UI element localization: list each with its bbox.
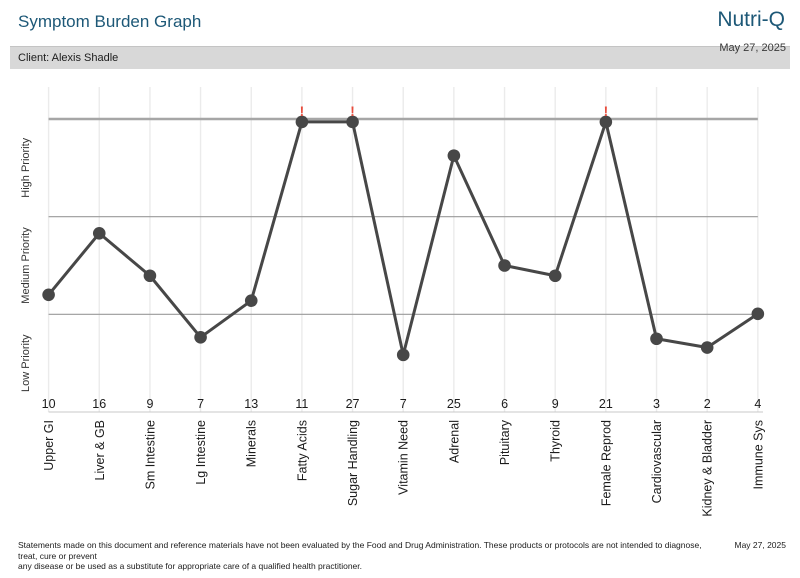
category-label: Female Reprod xyxy=(599,420,613,506)
score-label: 6 xyxy=(501,397,508,411)
data-point xyxy=(396,348,410,362)
score-label: 10 xyxy=(42,397,56,411)
data-point xyxy=(498,259,511,272)
data-point xyxy=(295,115,309,129)
data-point xyxy=(194,330,207,344)
y-band-label: High Priority xyxy=(20,137,32,197)
y-band-label: Low Priority xyxy=(20,334,32,392)
category-label: Sugar Handling xyxy=(346,420,360,506)
disclaimer-line: Statements made on this document and ref… xyxy=(18,540,702,561)
data-point xyxy=(700,341,714,354)
category-label: Vitamin Need xyxy=(397,420,411,495)
disclaimer-line: any disease or be used as a substitute f… xyxy=(18,561,362,571)
disclaimer: Statements made on this document and ref… xyxy=(18,540,718,572)
category-label: Pituitary xyxy=(498,419,512,465)
score-label: 16 xyxy=(92,397,106,411)
footer-date: May 27, 2025 xyxy=(734,540,786,550)
category-label: Lg Intestine xyxy=(194,420,208,485)
data-point xyxy=(346,115,359,129)
score-label: 3 xyxy=(653,397,660,411)
category-label: Minerals xyxy=(245,420,259,467)
alert-icon: ! xyxy=(604,104,609,119)
category-label: Adrenal xyxy=(447,420,461,463)
data-point xyxy=(42,288,55,302)
page-title: Symptom Burden Graph xyxy=(18,12,202,31)
client-bar: Client: Alexis Shadle xyxy=(10,46,790,69)
data-point xyxy=(447,149,461,162)
alert-icon: ! xyxy=(350,104,355,119)
score-label: 7 xyxy=(197,397,204,411)
category-label: Thyroid xyxy=(549,420,563,462)
data-point xyxy=(650,332,663,346)
y-band-label: Medium Priority xyxy=(20,227,32,304)
score-label: 9 xyxy=(146,397,153,411)
category-label: Upper GI xyxy=(42,420,56,471)
report-date: May 27, 2025 xyxy=(719,42,786,54)
symptom-burden-chart: 10 Upper GI 16 Liver & GB 9 Sm Intestine 7 Lg I… xyxy=(20,87,765,517)
client-name: Client: Alexis Shadle xyxy=(18,52,119,64)
alert-icon: ! xyxy=(300,104,305,119)
score-label: 27 xyxy=(346,397,360,411)
data-point xyxy=(244,294,258,307)
category-label: Cardiovascular xyxy=(650,420,664,503)
score-label: 13 xyxy=(244,397,258,411)
data-point xyxy=(548,269,562,283)
score-label: 2 xyxy=(704,397,711,411)
brand-logo: Nutri-Q xyxy=(717,8,785,31)
score-label: 9 xyxy=(552,397,559,411)
data-point xyxy=(599,115,613,129)
score-label: 4 xyxy=(754,397,761,411)
data-point xyxy=(143,269,157,283)
data-point xyxy=(751,307,765,321)
score-label: 21 xyxy=(599,397,613,411)
score-label: 25 xyxy=(447,397,461,411)
score-label: 7 xyxy=(400,397,407,411)
category-label: Fatty Acids xyxy=(295,420,309,481)
data-point xyxy=(92,226,106,240)
category-label: Liver & GB xyxy=(93,420,107,480)
category-label: Immune Sys xyxy=(751,420,765,489)
score-label: 11 xyxy=(295,397,308,411)
category-label: Kidney & Bladder xyxy=(701,420,715,517)
category-label: Sm Intestine xyxy=(143,420,157,490)
